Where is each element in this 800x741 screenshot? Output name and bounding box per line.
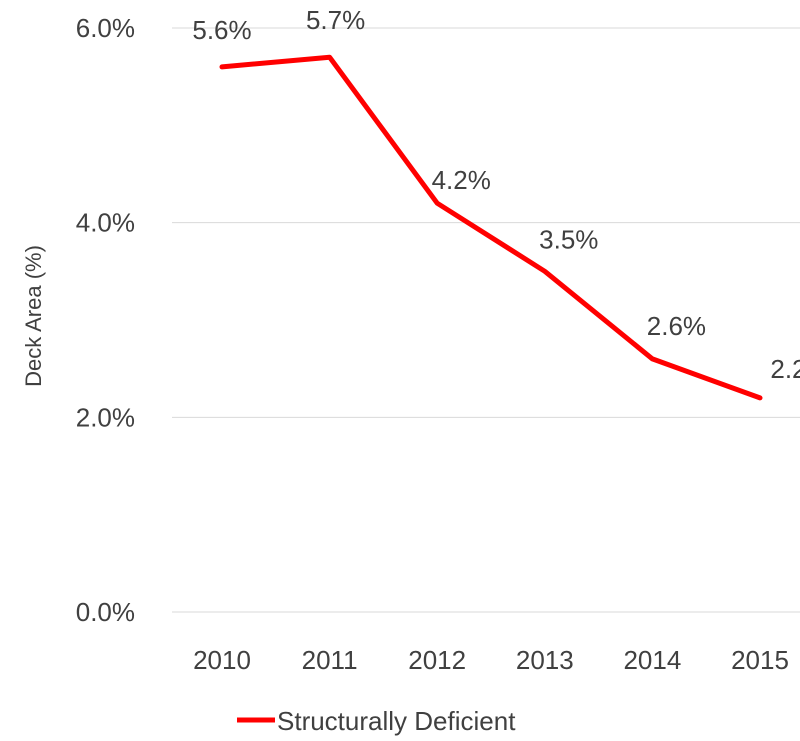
data-label-2015: 2.2%: [770, 354, 800, 384]
x-axis-ticks: 2010 2011 2012 2013 2014 2015: [193, 645, 789, 675]
data-labels: 5.6% 5.7% 4.2% 3.5% 2.6% 2.2%: [192, 5, 800, 384]
data-label-2011: 5.7%: [306, 5, 365, 35]
series-group: [219, 54, 763, 401]
series-line-structurally-deficient: [219, 54, 763, 401]
data-label-2013: 3.5%: [539, 224, 598, 254]
y-tick-label-0: 0.0%: [76, 597, 135, 627]
data-label-2014: 2.6%: [647, 311, 706, 341]
y-tick-label-2: 4.0%: [76, 208, 135, 238]
x-tick-label-2011: 2011: [302, 645, 358, 675]
x-tick-label-2012: 2012: [408, 645, 466, 675]
x-tick-label-2015: 2015: [731, 645, 789, 675]
gridlines: [172, 27, 800, 613]
legend-label-structurally-deficient: Structurally Deficient: [277, 706, 516, 736]
x-tick-label-2010: 2010: [193, 645, 251, 675]
x-tick-label-2014: 2014: [623, 645, 681, 675]
data-label-2012: 4.2%: [432, 165, 491, 195]
y-axis-label: Deck Area (%): [21, 245, 46, 387]
legend: Structurally Deficient: [237, 706, 516, 736]
data-label-2010: 5.6%: [192, 15, 251, 45]
y-tick-label-3: 6.0%: [76, 13, 135, 43]
y-tick-label-1: 2.0%: [76, 402, 135, 432]
y-axis-ticks: 0.0% 2.0% 4.0% 6.0%: [76, 13, 135, 627]
x-tick-label-2013: 2013: [516, 645, 574, 675]
